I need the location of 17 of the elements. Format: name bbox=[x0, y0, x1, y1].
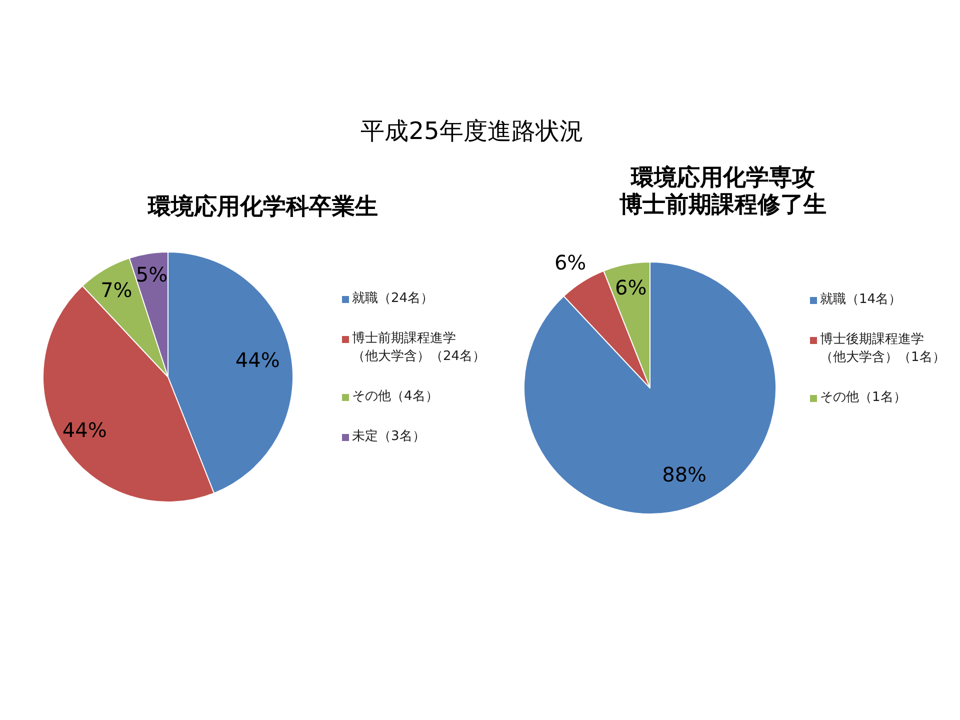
data-label: 6% bbox=[554, 250, 586, 274]
data-label: 5% bbox=[136, 262, 168, 287]
legend-label: 就職（14名） bbox=[820, 291, 902, 309]
data-label: 44% bbox=[62, 418, 107, 442]
legend-label: 就職（24名） bbox=[352, 290, 434, 308]
chart-title: 環境応用化学専攻博士前期課程修了生 bbox=[618, 165, 828, 219]
text: 平成25年度進路状況 bbox=[360, 117, 584, 145]
legend-label: その他（1名） bbox=[820, 389, 906, 407]
data-label: 7% bbox=[100, 278, 132, 302]
chart-title: 環境応用化学科卒業生 bbox=[148, 194, 378, 221]
legend-label: その他（4名） bbox=[352, 388, 438, 406]
data-label: 44% bbox=[235, 348, 280, 372]
legend-label: 博士後期課程進学（他大学含）（1名） bbox=[820, 331, 946, 367]
data-label: 6% bbox=[615, 276, 647, 300]
data-label: 88% bbox=[662, 462, 707, 487]
legend-label: 博士前期課程進学（他大学含）（24名） bbox=[352, 330, 487, 366]
legend-label: 未定（3名） bbox=[352, 428, 426, 446]
